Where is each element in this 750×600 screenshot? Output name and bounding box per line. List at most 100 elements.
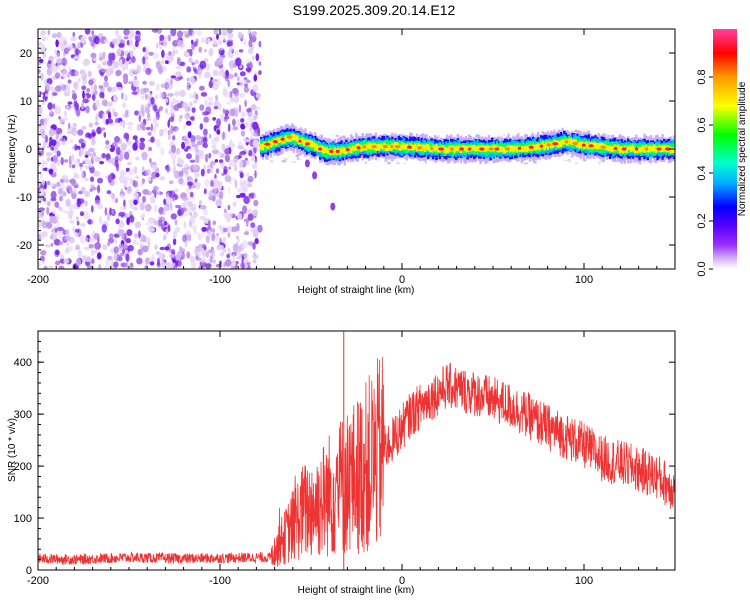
noise-speck bbox=[196, 251, 202, 256]
noise-speck bbox=[200, 92, 208, 97]
ridge-cell bbox=[500, 146, 504, 152]
ridge-cell bbox=[360, 145, 363, 152]
ridge-cell bbox=[315, 144, 319, 151]
noise-speck bbox=[190, 215, 194, 223]
noise-speck bbox=[174, 188, 179, 193]
noise-speck bbox=[67, 43, 74, 51]
ridge-peak bbox=[539, 144, 544, 148]
noise-speck bbox=[145, 257, 150, 265]
noise-speck bbox=[216, 129, 221, 135]
ridge-cell bbox=[353, 145, 356, 152]
ridge-cell bbox=[366, 143, 369, 150]
ridge-cell bbox=[627, 145, 630, 151]
ridge-cell bbox=[314, 143, 317, 151]
noise-speck bbox=[55, 85, 62, 92]
noise-speck bbox=[186, 186, 190, 195]
noise-speck bbox=[172, 262, 176, 267]
noise-speck bbox=[84, 177, 89, 182]
noise-speck bbox=[135, 156, 140, 161]
noise-speck bbox=[105, 140, 110, 145]
noise-speck bbox=[103, 132, 107, 138]
noise-speck bbox=[134, 75, 138, 81]
noise-speck bbox=[38, 207, 45, 212]
noise-speck bbox=[175, 71, 182, 78]
noise-speck bbox=[174, 90, 180, 97]
noise-speck bbox=[174, 219, 178, 226]
noise-speck bbox=[178, 76, 184, 80]
noise-speck bbox=[74, 184, 80, 189]
noise-speck bbox=[74, 232, 78, 238]
ridge-cell bbox=[476, 145, 479, 151]
noise-speck bbox=[171, 98, 177, 104]
noise-speck bbox=[65, 198, 71, 207]
noise-speck bbox=[218, 103, 222, 111]
ridge-cell bbox=[350, 148, 353, 153]
noise-speck bbox=[105, 259, 111, 266]
ridge-cell bbox=[432, 144, 435, 151]
ridge-cell bbox=[379, 143, 382, 149]
noise-speck bbox=[240, 262, 246, 269]
ridge-cell bbox=[559, 140, 563, 147]
noise-speck bbox=[69, 210, 74, 216]
noise-speck bbox=[88, 244, 94, 249]
noise-speck bbox=[56, 52, 61, 58]
noise-speck bbox=[224, 109, 229, 116]
noise-speck bbox=[116, 86, 123, 91]
ridge-peak bbox=[546, 143, 551, 147]
faint-speck bbox=[291, 161, 297, 163]
noise-speck bbox=[212, 36, 216, 45]
ridge-cell bbox=[260, 143, 263, 150]
noise-speck bbox=[99, 91, 104, 99]
noise-speck bbox=[215, 94, 219, 101]
noise-speck bbox=[94, 36, 100, 45]
noise-speck bbox=[97, 203, 103, 210]
noise-speck bbox=[139, 121, 146, 129]
noise-speck bbox=[233, 95, 240, 104]
ridge-peak bbox=[416, 146, 423, 150]
noise-speck bbox=[51, 139, 57, 146]
noise-speck bbox=[118, 211, 126, 217]
noise-speck bbox=[55, 213, 60, 221]
noise-speck bbox=[155, 139, 161, 148]
ridge-cell bbox=[361, 145, 364, 151]
noise-speck bbox=[55, 58, 63, 64]
noise-speck bbox=[205, 235, 210, 244]
ridge-cell bbox=[610, 146, 613, 153]
noise-speck bbox=[70, 155, 75, 164]
ridge-cell bbox=[427, 144, 430, 151]
noise-speck bbox=[212, 220, 216, 226]
noise-speck bbox=[246, 63, 251, 68]
noise-speck bbox=[236, 194, 241, 199]
noise-speck bbox=[91, 258, 95, 265]
noise-speck bbox=[239, 172, 244, 179]
noise-speck bbox=[122, 93, 128, 102]
ridge-cell bbox=[466, 145, 469, 152]
ridge-cell bbox=[499, 146, 502, 152]
ridge-cell bbox=[286, 136, 289, 142]
noise-speck bbox=[238, 49, 244, 53]
noise-speck bbox=[167, 34, 172, 42]
noise-speck bbox=[199, 60, 207, 69]
spectrogram-heatmap bbox=[38, 29, 675, 269]
noise-speck bbox=[132, 44, 136, 51]
ridge-cell bbox=[477, 145, 481, 152]
ridge-cell bbox=[520, 146, 523, 153]
noise-speck bbox=[70, 178, 75, 186]
ridge-cell bbox=[428, 146, 432, 152]
noise-speck bbox=[107, 175, 112, 184]
noise-speck bbox=[253, 199, 259, 207]
noise-speck bbox=[99, 57, 103, 61]
noise-speck bbox=[236, 222, 240, 232]
noise-speck bbox=[87, 153, 94, 157]
ridge-cell bbox=[387, 145, 391, 151]
noise-speck bbox=[237, 31, 243, 39]
ridge-cell bbox=[643, 146, 646, 153]
ridge-cell bbox=[458, 144, 461, 151]
noise-speck bbox=[243, 86, 249, 93]
noise-speck bbox=[75, 109, 81, 117]
noise-speck bbox=[163, 127, 168, 133]
noise-speck bbox=[172, 238, 177, 246]
noise-speck bbox=[254, 170, 257, 179]
noise-speck bbox=[51, 235, 56, 240]
noise-speck bbox=[219, 190, 224, 200]
